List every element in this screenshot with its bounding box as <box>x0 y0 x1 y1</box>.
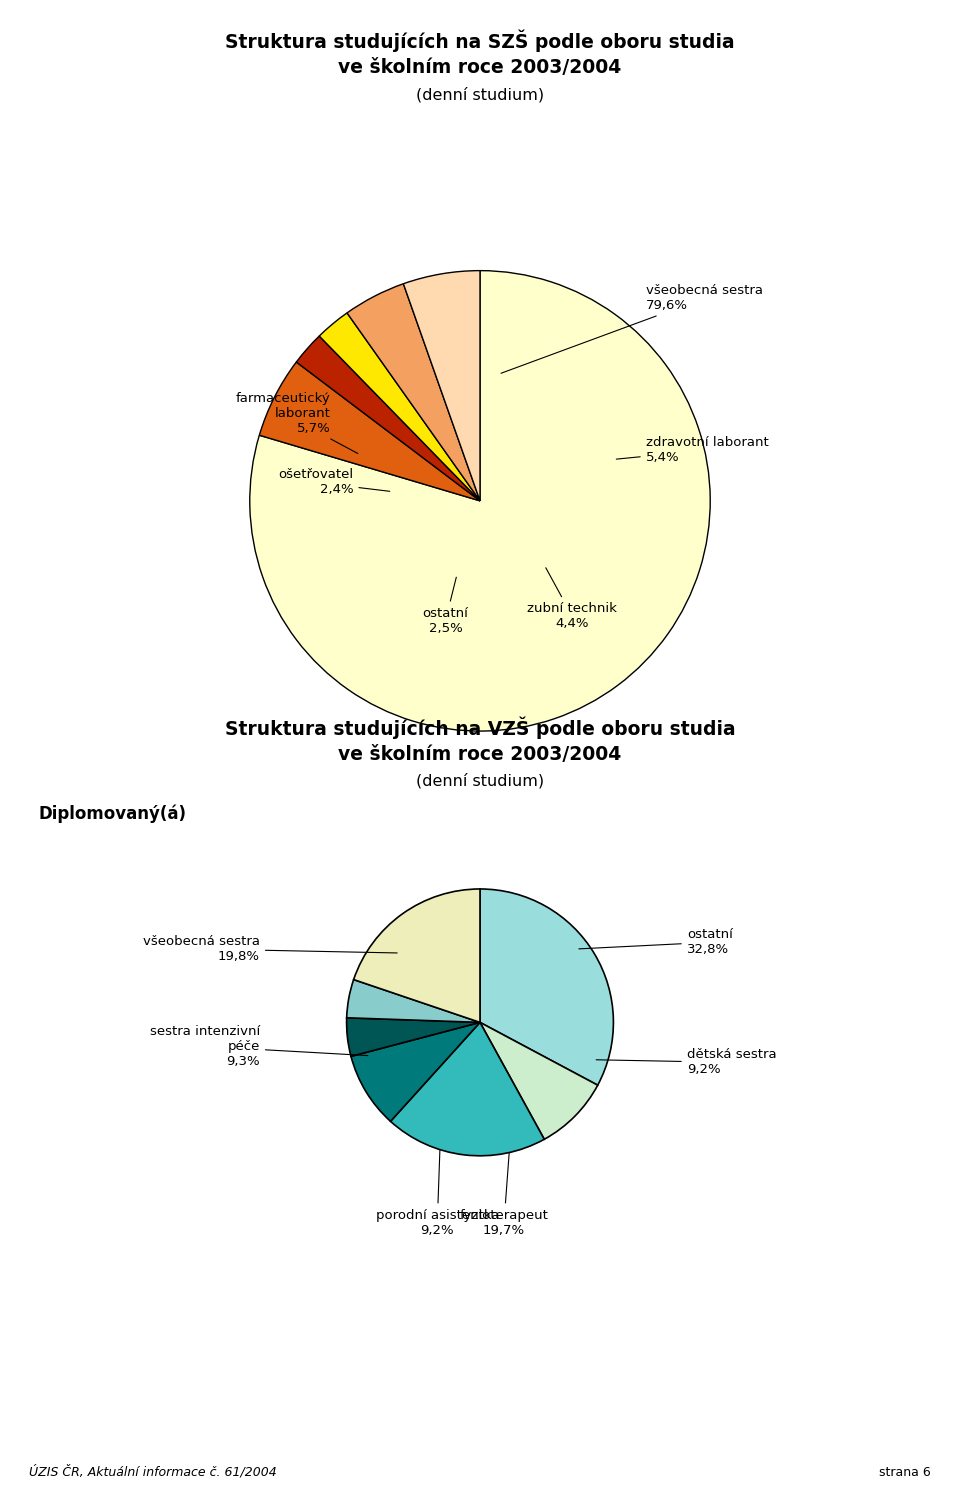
Text: zdravotní laborant
5,4%: zdravotní laborant 5,4% <box>616 436 769 464</box>
Text: ostatní
2,5%: ostatní 2,5% <box>422 577 468 635</box>
Wedge shape <box>320 313 480 500</box>
Text: farmaceutický
laborant
5,7%: farmaceutický laborant 5,7% <box>235 392 358 454</box>
Text: všeobecná sestra
79,6%: všeobecná sestra 79,6% <box>501 285 763 373</box>
Text: dětská sestra
9,2%: dětská sestra 9,2% <box>596 1049 777 1077</box>
Wedge shape <box>347 980 480 1023</box>
Wedge shape <box>297 336 480 500</box>
Wedge shape <box>259 363 480 500</box>
Wedge shape <box>347 1017 480 1056</box>
Wedge shape <box>347 283 480 500</box>
Wedge shape <box>353 888 480 1023</box>
Wedge shape <box>250 271 710 731</box>
Wedge shape <box>351 1023 480 1122</box>
Text: porodní asistentka
9,2%: porodní asistentka 9,2% <box>375 1150 499 1236</box>
Text: ve školním roce 2003/2004: ve školním roce 2003/2004 <box>338 58 622 78</box>
Wedge shape <box>480 1023 598 1140</box>
Text: všeobecná sestra
19,8%: všeobecná sestra 19,8% <box>143 935 397 963</box>
Text: Struktura studujících na SZŠ podle oboru studia: Struktura studujících na SZŠ podle oboru… <box>226 30 734 52</box>
Wedge shape <box>480 888 613 1085</box>
Text: sestra intenzivní
péče
9,3%: sestra intenzivní péče 9,3% <box>150 1025 368 1068</box>
Text: ve školním roce 2003/2004: ve školním roce 2003/2004 <box>338 745 622 764</box>
Wedge shape <box>391 1023 544 1156</box>
Text: strana 6: strana 6 <box>879 1465 931 1479</box>
Text: ošetřovatel
2,4%: ošetřovatel 2,4% <box>278 469 390 496</box>
Text: ostatní
32,8%: ostatní 32,8% <box>579 929 732 956</box>
Wedge shape <box>403 271 480 500</box>
Text: ÚZIS ČR, Aktuální informace č. 61/2004: ÚZIS ČR, Aktuální informace č. 61/2004 <box>29 1465 276 1479</box>
Text: (denní studium): (denní studium) <box>416 87 544 102</box>
Text: Struktura studujících na VZŠ podle oboru studia: Struktura studujících na VZŠ podle oboru… <box>225 716 735 739</box>
Text: Diplomovaný(á): Diplomovaný(á) <box>38 804 186 822</box>
Text: zubní technik
4,4%: zubní technik 4,4% <box>527 568 617 631</box>
Text: fyzioterapeut
19,7%: fyzioterapeut 19,7% <box>460 1153 548 1236</box>
Text: (denní studium): (denní studium) <box>416 773 544 788</box>
